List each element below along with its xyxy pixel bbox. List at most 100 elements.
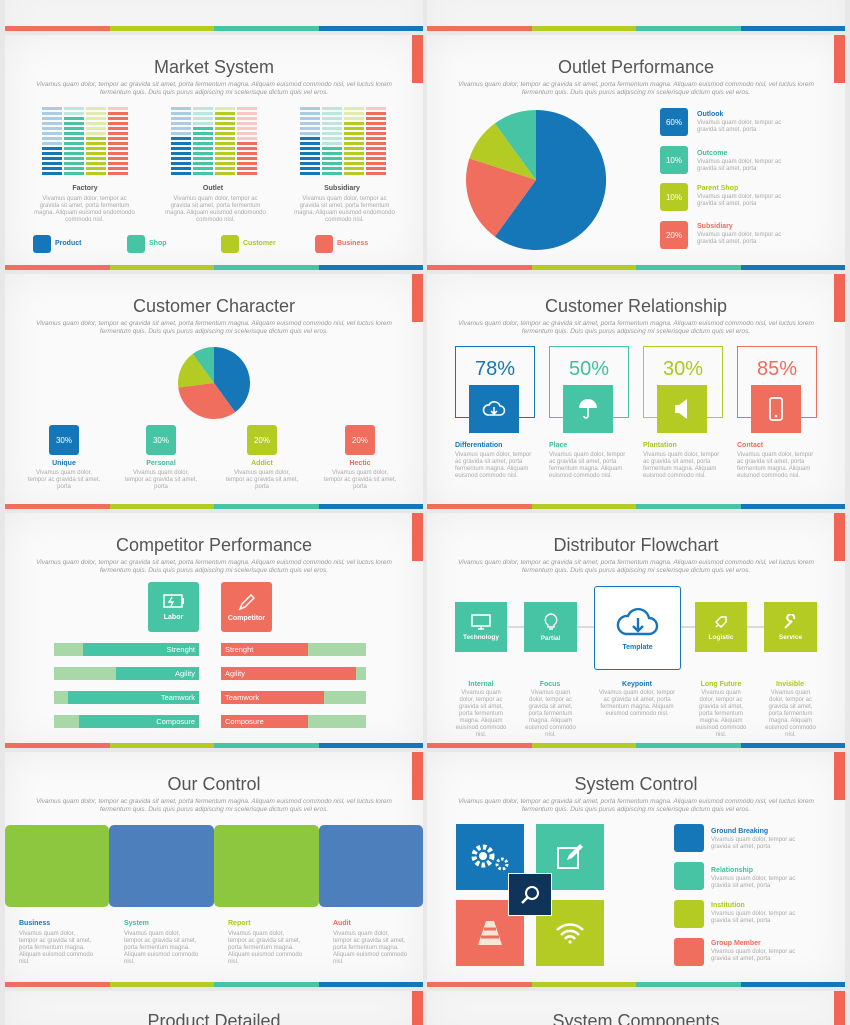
bar-cell [215,122,235,125]
slide-system-control[interactable]: System Control Vivamus quam dolor, tempo… [427,752,845,987]
bar-cell [64,112,84,115]
sys-label: Group Member [711,940,761,947]
monitor-icon: Technology [455,602,507,652]
rel-desc: Vivamus quam dolor, tempor ac gravida si… [643,452,720,479]
pie-slice-parent-shop [469,123,536,180]
bar-cell [42,142,62,145]
item-label: Parent Shop [697,185,739,192]
flow-node-label: Logistic [708,633,734,641]
rel-label: Differentiation [455,442,503,449]
slide-tab [412,752,423,800]
item-label: Outcome [697,150,728,157]
bar-cell [322,117,342,120]
cloud-download-icon [469,385,519,433]
pencil-icon: Competitor [221,582,272,632]
slide-market-system[interactable]: Market System Vivamus quam dolor, tempor… [5,35,423,270]
bar-cell [237,147,257,150]
bar-cell [86,167,106,170]
sys-swatch [674,900,704,928]
bar-cell [300,122,320,125]
bar-cell [237,157,257,160]
bar-cell [366,112,386,115]
slide-subtitle: Vivamus quam dolor, tempor ac gravida si… [36,81,392,96]
right-fill: Composure [221,715,308,728]
control-label: Business [19,920,51,927]
slide-customer-relationship[interactable]: Customer Relationship Vivamus quam dolor… [427,274,845,509]
cloud-download-icon [616,607,658,635]
bar-cell [108,107,128,110]
bar-cell [193,157,213,160]
slide-distributor-flowchart[interactable]: Distributor Flowchart Vivamus quam dolor… [427,513,845,748]
flow-node-label: Partial [540,634,561,642]
group-label: Subsidiary [324,185,360,192]
bar-cell [366,157,386,160]
slide-subtitle: Vivamus quam dolor, tempor ac gravida si… [458,81,814,96]
rocket-icon: Logistic [695,602,747,652]
bar-grid [300,107,386,175]
slide-title: Outlet Performance [557,57,715,77]
slide-subtitle: Vivamus quam dolor, tempor ac gravida si… [458,320,814,335]
control-desc: Vivamus quam dolor, tempor ac gravida si… [19,931,94,965]
bar-cell [171,117,191,120]
bar-cell [215,172,235,175]
pct-badge: 60% [660,108,688,136]
slide-system-components[interactable]: System Components [427,991,845,1025]
bar-cell [64,142,84,145]
sys-desc: Vivamus quam dolor, tempor ac gravida si… [711,911,796,924]
bar-cell [171,132,191,135]
battery-icon: Labor [148,582,199,632]
item-desc: Vivamus quam dolor, tempor ac gravida si… [697,194,782,207]
bar-cell [237,142,257,145]
pie-slice-unique [214,347,251,413]
bar-cell [42,112,62,115]
bar-cell [322,152,342,155]
control-desc: Vivamus quam dolor, tempor ac gravida si… [228,931,303,965]
bar-cell [86,162,106,165]
bar-cell [171,172,191,175]
bar-cell [108,132,128,135]
flow-desc: Vivamus quam dolor, tempor ac gravida si… [598,690,676,717]
bar-cell [344,137,364,140]
slide-outlet-performance[interactable]: Outlet Performance Vivamus quam dolor, t… [427,35,845,270]
bar-cell [64,127,84,130]
bar-cell [42,152,62,155]
bar-cell [300,147,320,150]
bar-cell [108,167,128,170]
left-fill: Composure [79,715,199,728]
bar-cell [171,147,191,150]
bar-cell [300,132,320,135]
bar-cell [86,132,106,135]
flow-caption: Long Future [700,681,742,688]
bar-cell [215,117,235,120]
bar-cell [322,157,342,160]
flow-node-label: Template [622,643,653,651]
bar-cell [193,152,213,155]
group-desc: Vivamus quam dolor, tempor ac gravida si… [165,196,266,223]
pct-badge: 20% [660,221,688,249]
bar-cell [42,162,62,165]
slide-subtitle: Vivamus quam dolor, tempor ac gravida si… [36,559,392,574]
bar-cell [366,107,386,110]
bar-cell [42,172,62,175]
slide-customer-character[interactable]: Customer Character Vivamus quam dolor, t… [5,274,423,509]
sys-swatch [674,824,704,852]
bar-cell [344,167,364,170]
left-fill: Strenght [83,643,199,656]
bar-cell [237,127,257,130]
bar-cell [300,162,320,165]
bar-cell [86,122,106,125]
bar-cell [366,122,386,125]
bar-cell [108,122,128,125]
rel-label: Contact [737,442,764,449]
slide-tab [834,513,845,561]
slide-product-detailed[interactable]: Product Detailed [5,991,423,1025]
control-block [109,825,214,907]
slide-our-control[interactable]: Our Control Vivamus quam dolor, tempor a… [5,752,423,987]
flow-node-label: Technology [463,633,499,641]
flow-desc: Vivamus quam dolor, tempor ac gravida si… [765,690,816,738]
bar-cell [193,162,213,165]
bar-cell [64,107,84,110]
sys-label: Ground Breaking [711,828,769,835]
slide-competitor-performance[interactable]: Competitor Performance Vivamus quam dolo… [5,513,423,748]
bar-cell [344,172,364,175]
